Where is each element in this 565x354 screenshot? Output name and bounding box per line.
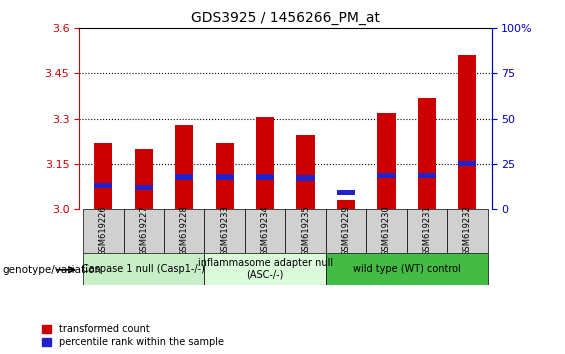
Text: inflammasome adapter null
(ASC-/-): inflammasome adapter null (ASC-/-): [198, 258, 333, 280]
Bar: [256, 117, 274, 209]
Bar: [94, 143, 112, 209]
Bar: [164, 209, 205, 253]
Bar: [245, 209, 285, 253]
Bar: [285, 209, 326, 253]
Bar: [407, 209, 447, 253]
Bar: [458, 56, 476, 209]
Text: genotype/variation: genotype/variation: [3, 265, 102, 275]
Bar: [205, 209, 245, 253]
Bar: [418, 173, 436, 178]
Bar: [458, 161, 476, 166]
Legend: transformed count, percentile rank within the sample: transformed count, percentile rank withi…: [42, 325, 224, 347]
Text: GSM619227: GSM619227: [140, 206, 148, 256]
Bar: [175, 174, 193, 180]
Text: GSM619228: GSM619228: [180, 206, 189, 256]
Text: wild type (WT) control: wild type (WT) control: [353, 264, 460, 274]
Bar: [216, 143, 234, 209]
Bar: [83, 253, 205, 285]
Text: GSM619229: GSM619229: [341, 206, 350, 256]
Bar: [326, 253, 488, 285]
Bar: [205, 253, 326, 285]
Text: GSM619231: GSM619231: [423, 206, 431, 256]
Title: GDS3925 / 1456266_PM_at: GDS3925 / 1456266_PM_at: [191, 11, 380, 24]
Bar: [83, 209, 124, 253]
Bar: [326, 209, 366, 253]
Bar: [256, 174, 274, 180]
Bar: [337, 200, 355, 209]
Text: GSM619232: GSM619232: [463, 206, 472, 256]
Bar: [377, 173, 395, 178]
Bar: [377, 113, 395, 209]
Bar: [297, 135, 315, 209]
Bar: [94, 183, 112, 188]
Bar: [418, 98, 436, 209]
Bar: [366, 209, 407, 253]
Bar: [297, 176, 315, 181]
Bar: [447, 209, 488, 253]
Text: GSM619234: GSM619234: [260, 206, 270, 256]
Text: Caspase 1 null (Casp1-/-): Caspase 1 null (Casp1-/-): [82, 264, 205, 274]
Bar: [134, 149, 153, 209]
Bar: [216, 174, 234, 180]
Text: GSM619233: GSM619233: [220, 206, 229, 256]
Bar: [175, 125, 193, 209]
Bar: [124, 209, 164, 253]
Text: GSM619235: GSM619235: [301, 206, 310, 256]
Bar: [134, 185, 153, 190]
Text: GSM619226: GSM619226: [99, 206, 108, 256]
Text: GSM619230: GSM619230: [382, 206, 391, 256]
Bar: [337, 190, 355, 195]
